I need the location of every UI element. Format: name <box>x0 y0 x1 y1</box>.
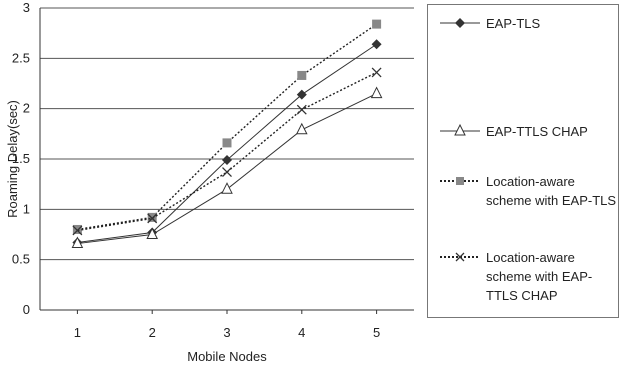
legend-item-eap-ttls-chap: EAP-TTLS CHAP <box>436 119 618 179</box>
legend-swatch-eap-ttls-chap <box>440 123 480 136</box>
y-tick-label: 1 <box>23 201 30 216</box>
legend-swatch-location-aware-eap-tls <box>440 177 480 185</box>
x-axis-label: Mobile Nodes <box>187 349 267 364</box>
data-point-1-0 <box>71 236 84 249</box>
series-line-2 <box>77 23 377 231</box>
data-point-3-1 <box>147 213 158 224</box>
legend-label-location-aware-eap-tls: Location-aware scheme with EAP-TLS <box>486 174 617 208</box>
y-axis-label: Roaming Delay(sec) <box>5 100 20 218</box>
grid-lines <box>40 7 414 311</box>
axes <box>39 8 414 314</box>
series-line-1 <box>77 93 377 245</box>
legend: EAP-TLS EAP-TTLS CHAP Location-aware sch… <box>427 4 619 318</box>
legend-label-eap-ttls-chap: EAP-TTLS CHAP <box>486 124 588 139</box>
x-tick-label: 1 <box>74 325 81 340</box>
y-tick-label: 0 <box>23 302 30 317</box>
data-point-2-3 <box>297 70 307 80</box>
series-2 <box>72 19 382 234</box>
series-line-3 <box>77 71 377 232</box>
legend-item-location-aware-eap-tls: Location-aware scheme with EAP-TLS <box>436 169 618 229</box>
data-point-1-1 <box>146 227 159 239</box>
y-tick-label: 2 <box>23 101 30 116</box>
data-point-0-3 <box>296 89 307 100</box>
data-point-1-2 <box>221 182 233 194</box>
data-point-3-0 <box>72 225 83 236</box>
y-tick-label: 0.5 <box>12 252 30 267</box>
series-1 <box>71 86 383 249</box>
data-point-3-4 <box>371 67 382 78</box>
y-tick-label: 3 <box>23 0 30 15</box>
data-point-0-4 <box>371 39 382 50</box>
x-tick-label: 4 <box>298 325 305 340</box>
legend-label-location-aware-eap-ttls-chap: Location-aware scheme with EAP-TTLS CHAP <box>486 250 593 303</box>
legend-item-location-aware-eap-ttls-chap: Location-aware scheme with EAP-TTLS CHAP <box>436 245 618 305</box>
series-3 <box>72 67 382 236</box>
tick-labels: 0 0.5 1 1.5 2 2.5 3 1 2 3 4 5 <box>12 0 380 340</box>
y-tick-label: 1.5 <box>12 151 30 166</box>
y-tick-label: 2.5 <box>12 50 30 65</box>
data-point-2-0 <box>72 224 82 234</box>
legend-swatch-eap-tls <box>440 18 480 28</box>
data-point-2-2 <box>222 138 232 148</box>
data-point-3-3 <box>296 104 307 115</box>
x-tick-label: 3 <box>223 325 230 340</box>
legend-item-eap-tls: EAP-TLS <box>436 11 618 71</box>
data-point-2-1 <box>147 212 157 222</box>
data-point-1-4 <box>370 86 383 99</box>
data-point-1-3 <box>295 122 308 135</box>
data-point-3-2 <box>222 167 232 178</box>
series-layer <box>71 19 383 249</box>
legend-swatch-location-aware-eap-ttls-chap <box>440 252 480 262</box>
legend-label-eap-tls: EAP-TLS <box>486 16 541 31</box>
data-point-0-2 <box>222 155 232 166</box>
x-tick-label: 5 <box>373 325 380 340</box>
x-tick-label: 2 <box>149 325 156 340</box>
data-point-2-4 <box>372 19 382 29</box>
